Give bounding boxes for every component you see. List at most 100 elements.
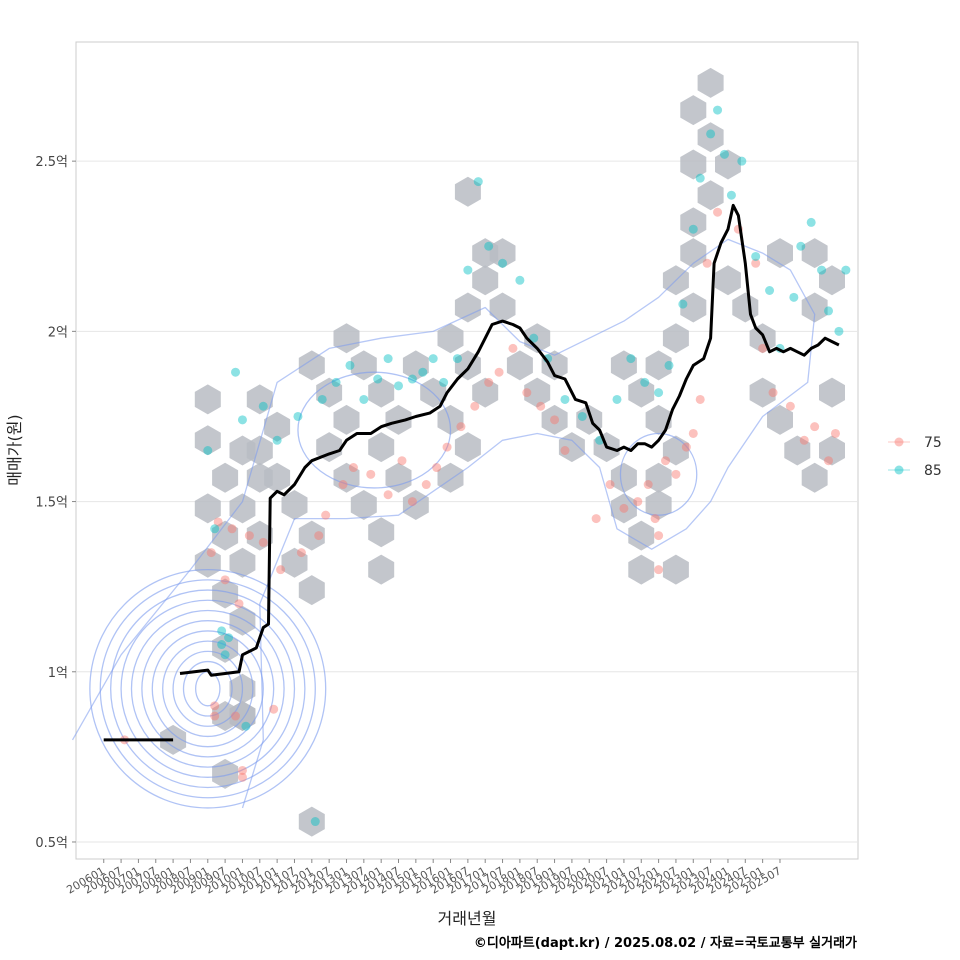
hex-bin: [472, 265, 499, 296]
hex-bin: [246, 435, 273, 466]
y-tick-label: 2.5억: [35, 155, 68, 170]
point-75: [751, 258, 761, 268]
hex-bin: [454, 432, 481, 463]
point-85: [428, 354, 438, 364]
hex-bin: [316, 432, 343, 463]
point-75: [442, 442, 452, 452]
hex-bin: [402, 350, 429, 381]
hex-bin: [541, 404, 568, 435]
hex-bin: [246, 520, 273, 551]
point-75: [605, 480, 615, 490]
hex-bin: [697, 122, 724, 153]
point-75: [830, 428, 840, 438]
point-75: [758, 343, 768, 353]
y-tick-label: 1.5억: [35, 496, 68, 511]
point-85: [664, 360, 674, 370]
hex-bin: [801, 292, 828, 323]
point-85: [418, 367, 428, 377]
point-85: [577, 411, 587, 421]
hex-bin: [194, 384, 221, 415]
point-85: [383, 354, 393, 364]
point-75: [550, 415, 560, 425]
point-75: [713, 207, 723, 217]
point-85: [293, 411, 303, 421]
hex-bin: [610, 462, 637, 493]
hex-bin: [680, 207, 707, 238]
point-85: [463, 265, 473, 275]
point-75: [237, 772, 247, 782]
hex-bin: [680, 292, 707, 323]
point-75: [768, 388, 778, 398]
hex-bin: [298, 575, 325, 606]
point-85: [473, 177, 483, 187]
hex-bin: [298, 350, 325, 381]
contour-ring: [172, 650, 244, 727]
point-75: [688, 428, 698, 438]
hex-bin: [645, 462, 672, 493]
legend-key-75: [894, 437, 904, 447]
point-75: [591, 514, 601, 524]
hex-bin: [662, 554, 689, 585]
point-75: [470, 401, 480, 411]
point-75: [258, 537, 268, 547]
y-tick-label: 0.5억: [35, 836, 68, 851]
hex-bin: [437, 323, 464, 354]
point-85: [217, 640, 227, 650]
point-75: [654, 531, 664, 541]
point-85: [394, 381, 404, 391]
point-75: [494, 367, 504, 377]
hex-bin: [819, 435, 845, 466]
point-75: [397, 456, 407, 466]
point-85: [258, 401, 268, 411]
point-85: [713, 105, 723, 115]
point-85: [841, 265, 851, 275]
hex-bin: [229, 605, 256, 636]
hex-bin: [680, 238, 707, 269]
hex-bin: [628, 554, 655, 585]
point-75: [785, 401, 795, 411]
hex-bin: [229, 547, 256, 578]
y-tick-label: 1억: [48, 666, 68, 681]
contour-ring: [120, 599, 296, 778]
point-85: [452, 354, 462, 364]
hex-bin: [767, 238, 793, 269]
point-85: [345, 360, 355, 370]
point-85: [217, 626, 227, 636]
point-75: [407, 497, 417, 507]
legend-key-85: [894, 465, 904, 475]
point-85: [317, 394, 327, 404]
hex-bin: [368, 517, 395, 548]
legend-item-85: 85: [888, 463, 942, 479]
point-75: [681, 442, 691, 452]
point-85: [331, 377, 341, 387]
hex-bin: [298, 806, 325, 837]
point-85: [231, 367, 241, 377]
hex-bin: [489, 238, 516, 269]
source-caption: ©디아파트(dapt.kr) / 2025.08.02 / 자료=국토교통부 실…: [474, 935, 857, 951]
point-75: [654, 565, 664, 575]
point-75: [206, 548, 216, 558]
point-75: [234, 599, 244, 609]
point-85: [359, 394, 369, 404]
x-axis-title: 거래년월: [438, 909, 497, 928]
point-75: [536, 401, 546, 411]
point-75: [799, 435, 809, 445]
point-75: [702, 258, 712, 268]
hex-bin: [437, 462, 464, 493]
point-85: [220, 650, 230, 660]
legend-label-75: 75: [924, 435, 942, 451]
hex-bin: [194, 493, 221, 524]
point-85: [688, 224, 698, 234]
hex-bin: [402, 490, 429, 520]
point-75: [619, 503, 629, 513]
point-85: [272, 435, 282, 445]
point-85: [407, 374, 417, 384]
hex-bin: [506, 350, 533, 381]
hex-bin: [524, 377, 551, 408]
contour-ring: [141, 620, 275, 758]
point-75: [643, 480, 653, 490]
point-85: [310, 817, 320, 827]
hex-bin: [801, 462, 828, 493]
point-85: [560, 394, 570, 404]
point-75: [560, 446, 570, 455]
